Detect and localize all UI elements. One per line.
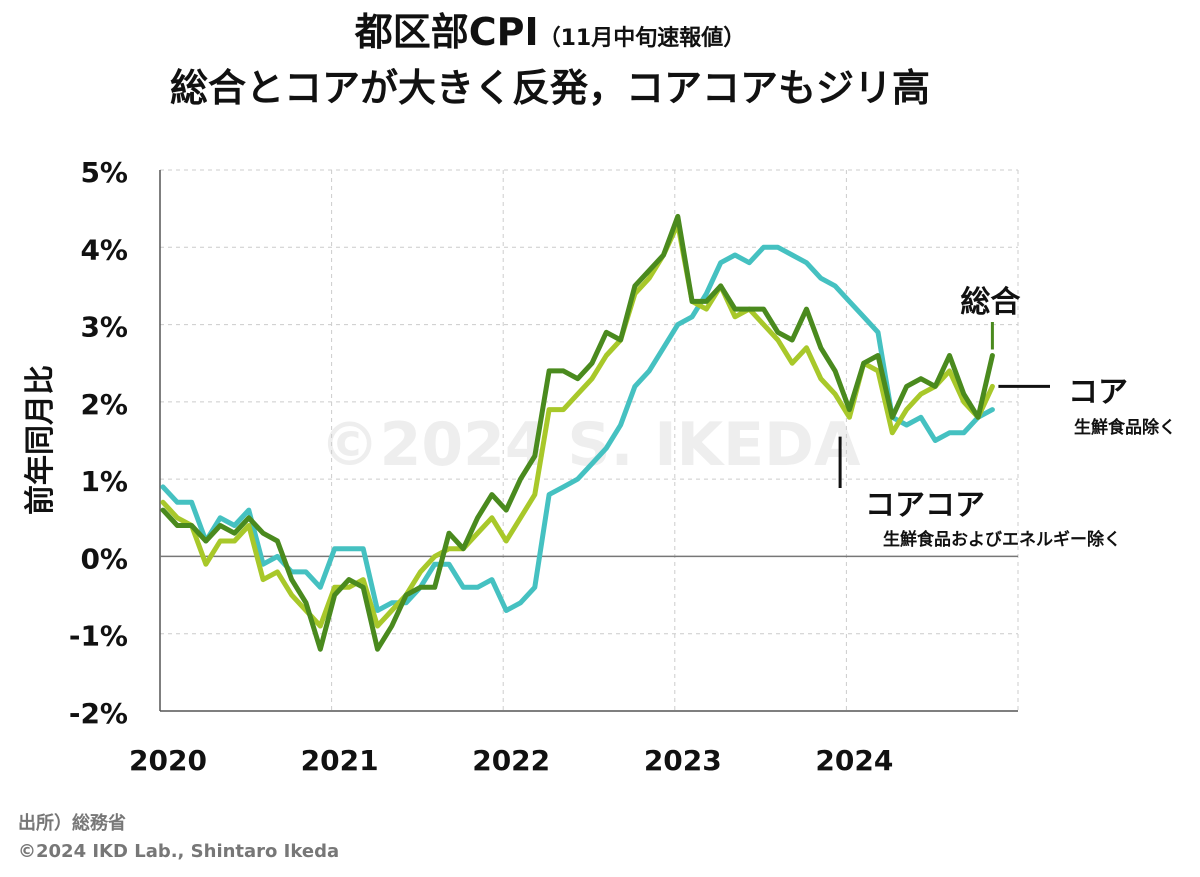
- series-label-core: コア: [1068, 375, 1128, 410]
- y-tick-label: 0%: [80, 542, 128, 575]
- y-tick-label: 4%: [80, 233, 128, 266]
- title-main: 都区部CPI: [354, 10, 539, 54]
- title-subtitle: （11月中旬速報値）: [538, 26, 746, 51]
- series-line-headline: [160, 213, 995, 652]
- series-line-corecore: [160, 244, 995, 613]
- x-tick-label: 2020: [129, 744, 207, 777]
- credit-text: ©2024 IKD Lab., Shintaro Ikeda: [18, 841, 340, 862]
- y-tick-label: 2%: [80, 388, 128, 421]
- x-tick-label: 2021: [301, 744, 379, 777]
- series-lines: [160, 213, 995, 652]
- grid: [160, 169, 1019, 712]
- y-tick-label: -1%: [69, 620, 128, 653]
- y-tick-label: 1%: [80, 465, 128, 498]
- y-tick-label: -2%: [69, 697, 128, 730]
- chart-title: 都区部CPI（11月中旬速報値） 総合とコアが大きく反発，コアコアもジリ高: [0, 8, 1200, 113]
- axes: -2% -1% 0% 1% 2% 3% 4% 5% 2020 2021 2022 2023 2024: [69, 156, 1018, 777]
- series-label-corecore: コアコア: [865, 488, 985, 523]
- x-tick-label: 2022: [472, 744, 550, 777]
- x-tick-label: 2024: [815, 744, 893, 777]
- series-label-headline: 総合: [960, 285, 1020, 320]
- y-tick-label: 3%: [80, 311, 128, 344]
- footer: 出所）総務省 ©2024 IKD Lab., Shintaro Ikeda: [18, 810, 339, 866]
- x-tick-label: 2023: [644, 744, 722, 777]
- y-tick-label: 5%: [80, 156, 128, 189]
- source-text: 出所）総務省: [18, 813, 126, 834]
- title-line2: 総合とコアが大きく反発，コアコアもジリ高: [169, 66, 930, 110]
- series-note-core: 生鮮食品除く: [1074, 417, 1176, 438]
- watermark: ©2024 S. IKEDA: [320, 410, 861, 480]
- y-axis-label: 前年同月比: [23, 365, 58, 515]
- series-note-corecore: 生鮮食品およびエネルギー除く: [883, 529, 1121, 550]
